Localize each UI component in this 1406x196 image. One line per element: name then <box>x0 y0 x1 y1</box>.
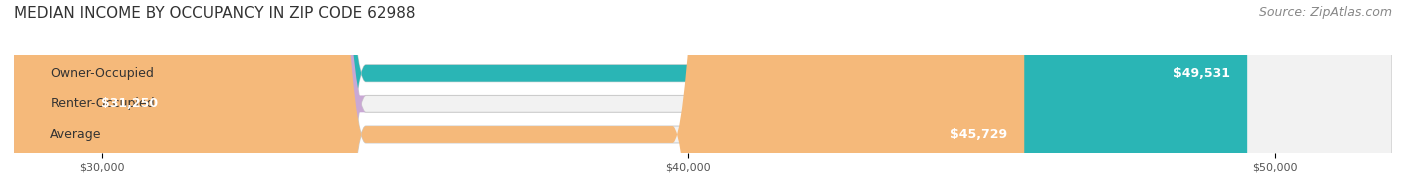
Text: Renter-Occupied: Renter-Occupied <box>51 97 155 110</box>
Text: Owner-Occupied: Owner-Occupied <box>51 67 155 80</box>
FancyBboxPatch shape <box>14 0 1392 196</box>
FancyBboxPatch shape <box>14 0 1247 196</box>
FancyBboxPatch shape <box>0 0 366 196</box>
Text: $45,729: $45,729 <box>949 128 1007 141</box>
Text: MEDIAN INCOME BY OCCUPANCY IN ZIP CODE 62988: MEDIAN INCOME BY OCCUPANCY IN ZIP CODE 6… <box>14 6 416 21</box>
Text: Average: Average <box>51 128 101 141</box>
FancyBboxPatch shape <box>14 0 1392 196</box>
Text: $31,250: $31,250 <box>101 97 157 110</box>
FancyBboxPatch shape <box>14 0 1024 196</box>
Text: $49,531: $49,531 <box>1173 67 1230 80</box>
Text: Source: ZipAtlas.com: Source: ZipAtlas.com <box>1258 6 1392 19</box>
FancyBboxPatch shape <box>14 0 1392 196</box>
